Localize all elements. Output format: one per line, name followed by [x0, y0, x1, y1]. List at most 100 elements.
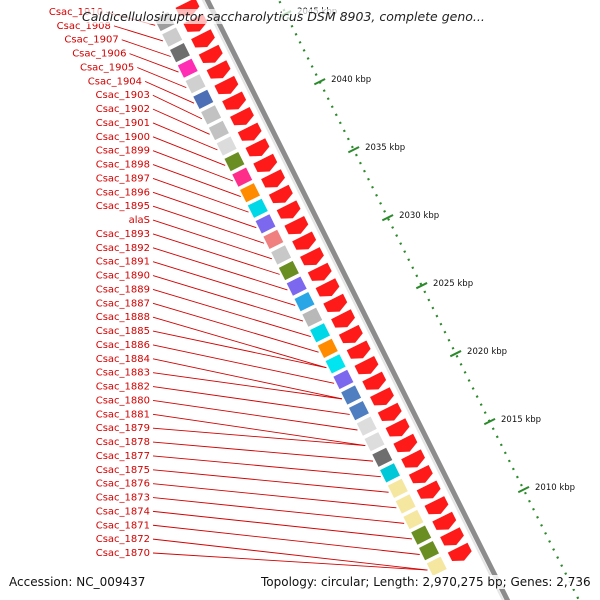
gene-leader-line	[152, 497, 405, 524]
gene-leader-line	[152, 386, 350, 415]
gene-function-bar	[371, 446, 394, 468]
gene-function-bar	[270, 244, 292, 266]
gene-function-bar	[231, 166, 254, 188]
kbp-tick-mark	[483, 418, 496, 426]
gene-leader-line	[137, 67, 187, 89]
gene-leader-line	[152, 233, 280, 275]
gene-label[interactable]: Csac_1879	[96, 423, 150, 434]
gene-label[interactable]: Csac_1880	[96, 395, 150, 406]
gene-leader-line	[129, 53, 179, 73]
cds-arrow	[222, 91, 247, 110]
cds-arrow	[300, 247, 324, 266]
kbp-tick-mark	[415, 282, 428, 290]
cds-arrow	[416, 480, 441, 499]
gene-label[interactable]: Csac_1871	[96, 520, 150, 531]
gene-label[interactable]: Csac_1895	[96, 201, 150, 212]
gene-function-bar	[379, 462, 401, 484]
gene-function-bar	[200, 104, 222, 126]
gene-label[interactable]: Csac_1910	[49, 7, 103, 18]
gene-leader-line	[152, 178, 249, 213]
kbp-tick-mark	[347, 146, 360, 154]
gene-label[interactable]: Csac_1886	[96, 340, 150, 351]
gene-label[interactable]: Csac_1903	[96, 90, 150, 101]
gene-label[interactable]: Csac_1900	[96, 132, 150, 143]
gene-leader-line	[152, 150, 234, 182]
cds-arrow	[245, 138, 270, 157]
gene-leader-line	[152, 302, 319, 353]
cds-arrow	[393, 433, 418, 453]
cds-arrow	[354, 356, 379, 375]
gene-function-bar	[316, 337, 339, 359]
gene-label[interactable]: Csac_1876	[96, 479, 150, 490]
gene-function-bar	[285, 275, 308, 297]
cds-arrow	[191, 29, 215, 48]
gene-label[interactable]: Csac_1907	[64, 35, 118, 46]
gene-label[interactable]: Csac_1883	[96, 368, 150, 379]
kbp-tick-label: 2035 kbp	[365, 143, 405, 153]
gene-function-bar	[363, 431, 386, 453]
gene-function-bar	[239, 182, 261, 204]
gene-label[interactable]: Csac_1901	[96, 118, 150, 129]
gene-function-bar	[410, 524, 433, 546]
gene-label[interactable]: Csac_1891	[96, 257, 150, 268]
cds-arrow	[440, 527, 464, 546]
kbp-tick-label: 2010 kbp	[535, 483, 575, 493]
cds-arrow	[268, 184, 293, 204]
cds-arrow	[432, 511, 457, 530]
gene-leader-line	[152, 275, 304, 322]
gene-leader-line	[152, 94, 203, 120]
gene-label[interactable]: Csac_1899	[96, 146, 150, 157]
gene-label[interactable]: alaS	[129, 215, 150, 226]
kbp-tick-mark	[313, 78, 326, 86]
gene-label[interactable]: Csac_1893	[96, 229, 150, 240]
gene-leader-line	[152, 538, 428, 571]
gene-label[interactable]: Csac_1908	[57, 21, 111, 32]
gene-function-bar	[418, 540, 440, 562]
gene-label[interactable]: Csac_1897	[96, 173, 150, 184]
gene-label[interactable]: Csac_1872	[96, 534, 150, 545]
feature-layer	[153, 0, 472, 577]
gene-function-bar	[161, 26, 184, 48]
gene-label[interactable]: Csac_1873	[96, 493, 150, 504]
gene-label[interactable]: Csac_1882	[96, 382, 150, 393]
cds-arrow	[424, 496, 449, 515]
gene-label[interactable]: Csac_1885	[96, 326, 150, 337]
gene-label[interactable]: Csac_1906	[72, 49, 126, 60]
gene-label[interactable]: Csac_1884	[96, 354, 150, 365]
cds-arrow	[198, 44, 223, 63]
gene-function-bar	[246, 197, 269, 219]
gene-label[interactable]: Csac_1890	[96, 271, 150, 282]
gene-label[interactable]: Csac_1888	[96, 312, 150, 323]
gene-label[interactable]: Csac_1902	[96, 104, 150, 115]
gene-label[interactable]: Csac_1874	[96, 506, 150, 517]
cds-arrow	[401, 449, 425, 468]
gene-label[interactable]: Csac_1887	[96, 298, 150, 309]
gene-label[interactable]: Csac_1875	[96, 465, 150, 476]
cds-arrow	[206, 60, 231, 79]
backbone-inner-line	[201, 0, 504, 600]
gene-leader-line	[144, 80, 195, 104]
cds-arrow	[292, 231, 317, 250]
gene-label[interactable]: Csac_1896	[96, 187, 150, 198]
gene-leader-line	[152, 510, 412, 540]
gene-label[interactable]: Csac_1889	[96, 284, 150, 295]
cds-arrow	[377, 402, 402, 421]
gene-label[interactable]: Csac_1892	[96, 243, 150, 254]
cds-arrow	[253, 153, 278, 172]
gene-label[interactable]: Csac_1905	[80, 62, 134, 73]
gene-function-bar	[387, 477, 409, 499]
gene-function-bar	[309, 322, 331, 344]
gene-leader-line	[152, 219, 273, 260]
gene-label[interactable]: Csac_1898	[96, 160, 150, 171]
cds-arrow	[338, 324, 363, 344]
gene-label[interactable]: Csac_1878	[96, 437, 150, 448]
gene-function-bar	[348, 400, 370, 422]
gene-label[interactable]: Csac_1904	[88, 76, 142, 87]
gene-label[interactable]: Csac_1881	[96, 409, 150, 420]
gene-leader-line	[152, 372, 342, 400]
kbp-tick-label: 2020 kbp	[467, 347, 507, 357]
gene-label[interactable]: Csac_1870	[96, 548, 150, 559]
gene-label[interactable]: Csac_1877	[96, 451, 150, 462]
